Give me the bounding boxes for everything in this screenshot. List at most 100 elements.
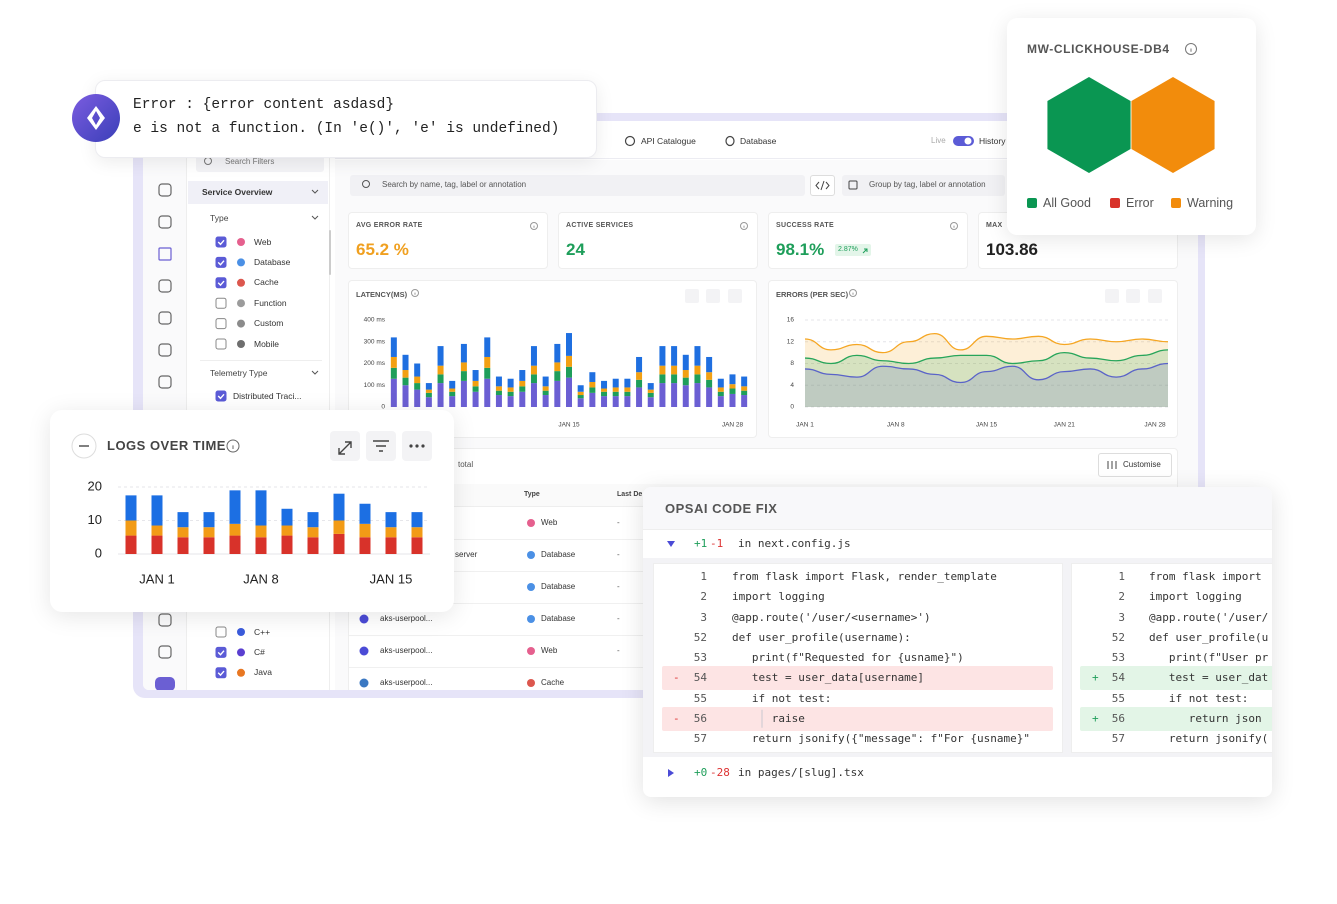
filter-label: C++ — [254, 626, 271, 637]
stat-label: AVG ERROR RATE — [356, 222, 423, 229]
latency-card — [348, 280, 757, 438]
nav-tab: API Catalogue — [641, 135, 696, 146]
legend-label: Error — [1126, 195, 1154, 210]
table-header-cell: Last De — [617, 491, 643, 498]
code-line: if not test: — [732, 691, 832, 705]
customise-label: Customise — [1123, 460, 1161, 469]
error-line: e is not a function. (In 'e()', 'e' is u… — [133, 120, 560, 137]
stat-value: 98.1% — [776, 240, 825, 259]
stat-card — [768, 212, 968, 269]
service-type: Database — [541, 550, 576, 559]
line-number: 56 — [693, 711, 707, 725]
nav-icon — [725, 135, 735, 147]
error-popup — [95, 80, 597, 158]
stat-value: 103.86 — [986, 240, 1038, 259]
table-total: total — [458, 460, 474, 469]
last-deployed: - — [617, 582, 620, 591]
stat-badge-text: 2.87% — [838, 246, 858, 253]
errors-card — [768, 280, 1178, 438]
filter-label: Web — [254, 236, 272, 247]
code-line: from flask import Flask, render_template — [732, 570, 997, 583]
stat-value: 24 — [566, 240, 585, 259]
removed-count: -1 — [710, 537, 724, 550]
line-number: 55 — [693, 691, 707, 705]
service-name: server — [455, 550, 478, 559]
legend-label: Warning — [1187, 195, 1234, 210]
changed-line — [1080, 706, 1272, 731]
line-number: 2 — [1118, 590, 1125, 604]
legend-label: All Good — [1043, 195, 1091, 210]
line-number: 1 — [1118, 570, 1125, 583]
line-number: 57 — [1111, 732, 1125, 745]
table-header-cell: Type — [524, 491, 540, 498]
changed-line — [1080, 666, 1272, 691]
group-by-box — [842, 175, 1005, 196]
expanded-caret — [667, 541, 675, 547]
code-line: print(f"Requested for {usname}") — [732, 651, 964, 664]
filter-label: Distributed Traci... — [233, 390, 302, 401]
service-type: Web — [541, 646, 558, 655]
service-type: Web — [541, 518, 558, 527]
group-by: Group by tag, label or annotation — [869, 180, 986, 189]
code-line: from flask import — [1149, 570, 1262, 583]
code-line: test = user_data[username] — [732, 671, 925, 685]
search-filters: Search Filters — [225, 157, 275, 166]
code-line: if not test: — [1149, 691, 1249, 705]
code-line: print(f"User pr — [1149, 651, 1269, 664]
history-tab: History — [979, 135, 1006, 146]
telemetry-heading: Telemetry Type — [210, 367, 268, 378]
service-type: Database — [541, 614, 576, 623]
code-line: return jsonify({"message": f"For {usname… — [732, 732, 1031, 745]
stat-card — [558, 212, 758, 269]
stat-value: 65.2 % — [356, 240, 409, 259]
line-number: 56 — [1111, 711, 1125, 725]
last-deployed: - — [617, 550, 620, 559]
line-number: 53 — [1111, 651, 1125, 664]
type-heading: Type — [210, 212, 229, 223]
chart-title: LATENCY(MS) — [356, 289, 408, 299]
changed-line — [662, 706, 1053, 731]
line-number: 55 — [1111, 691, 1125, 705]
line-number: 3 — [700, 610, 707, 624]
nav-icon — [624, 135, 636, 147]
live-label: Live — [931, 136, 946, 145]
code-line: def user_profile(u — [1149, 630, 1269, 644]
code-view-button — [810, 175, 835, 196]
chart-tool-button — [366, 431, 396, 461]
logs-title: LOGS OVER TIME — [107, 438, 226, 453]
service-name: aks-userpool... — [380, 678, 433, 687]
search-bar — [350, 175, 805, 196]
nav-divider — [335, 158, 1198, 159]
filter-label: Java — [254, 667, 272, 678]
service-type: Database — [541, 582, 576, 591]
chart-tool-button — [330, 431, 360, 461]
filter-label: Custom — [254, 318, 284, 329]
search-placeholder: Search by name, tag, label or annotation — [382, 180, 527, 189]
line-number: 54 — [1111, 671, 1125, 685]
code-line: @app.route('/user/ — [1149, 610, 1269, 624]
service-overview-row — [188, 181, 328, 204]
live-toggle — [953, 136, 974, 146]
line-number: 52 — [693, 630, 707, 644]
last-deployed: - — [617, 614, 620, 623]
filter-label: Mobile — [254, 338, 280, 349]
added-count: +1 — [694, 537, 708, 550]
line-number: 57 — [693, 732, 707, 745]
stat-card — [348, 212, 548, 269]
service-name: aks-userpool... — [380, 614, 433, 623]
code-line: def user_profile(username): — [732, 630, 911, 644]
code-line: raise — [732, 711, 805, 725]
code-line: import logging — [732, 590, 825, 604]
removed-count: -28 — [710, 766, 730, 779]
change-sign: - — [673, 671, 680, 685]
line-number: 54 — [693, 671, 707, 685]
code-line: test = user_dat — [1149, 671, 1269, 685]
live-toggle-knob — [964, 137, 972, 145]
code-line: import logging — [1149, 590, 1242, 604]
stat-label: SUCCESS RATE — [776, 222, 834, 229]
changed-line — [662, 666, 1053, 691]
line-number: 53 — [693, 651, 707, 664]
filter-label: Function — [254, 297, 287, 308]
chart-tool-button — [402, 431, 432, 461]
